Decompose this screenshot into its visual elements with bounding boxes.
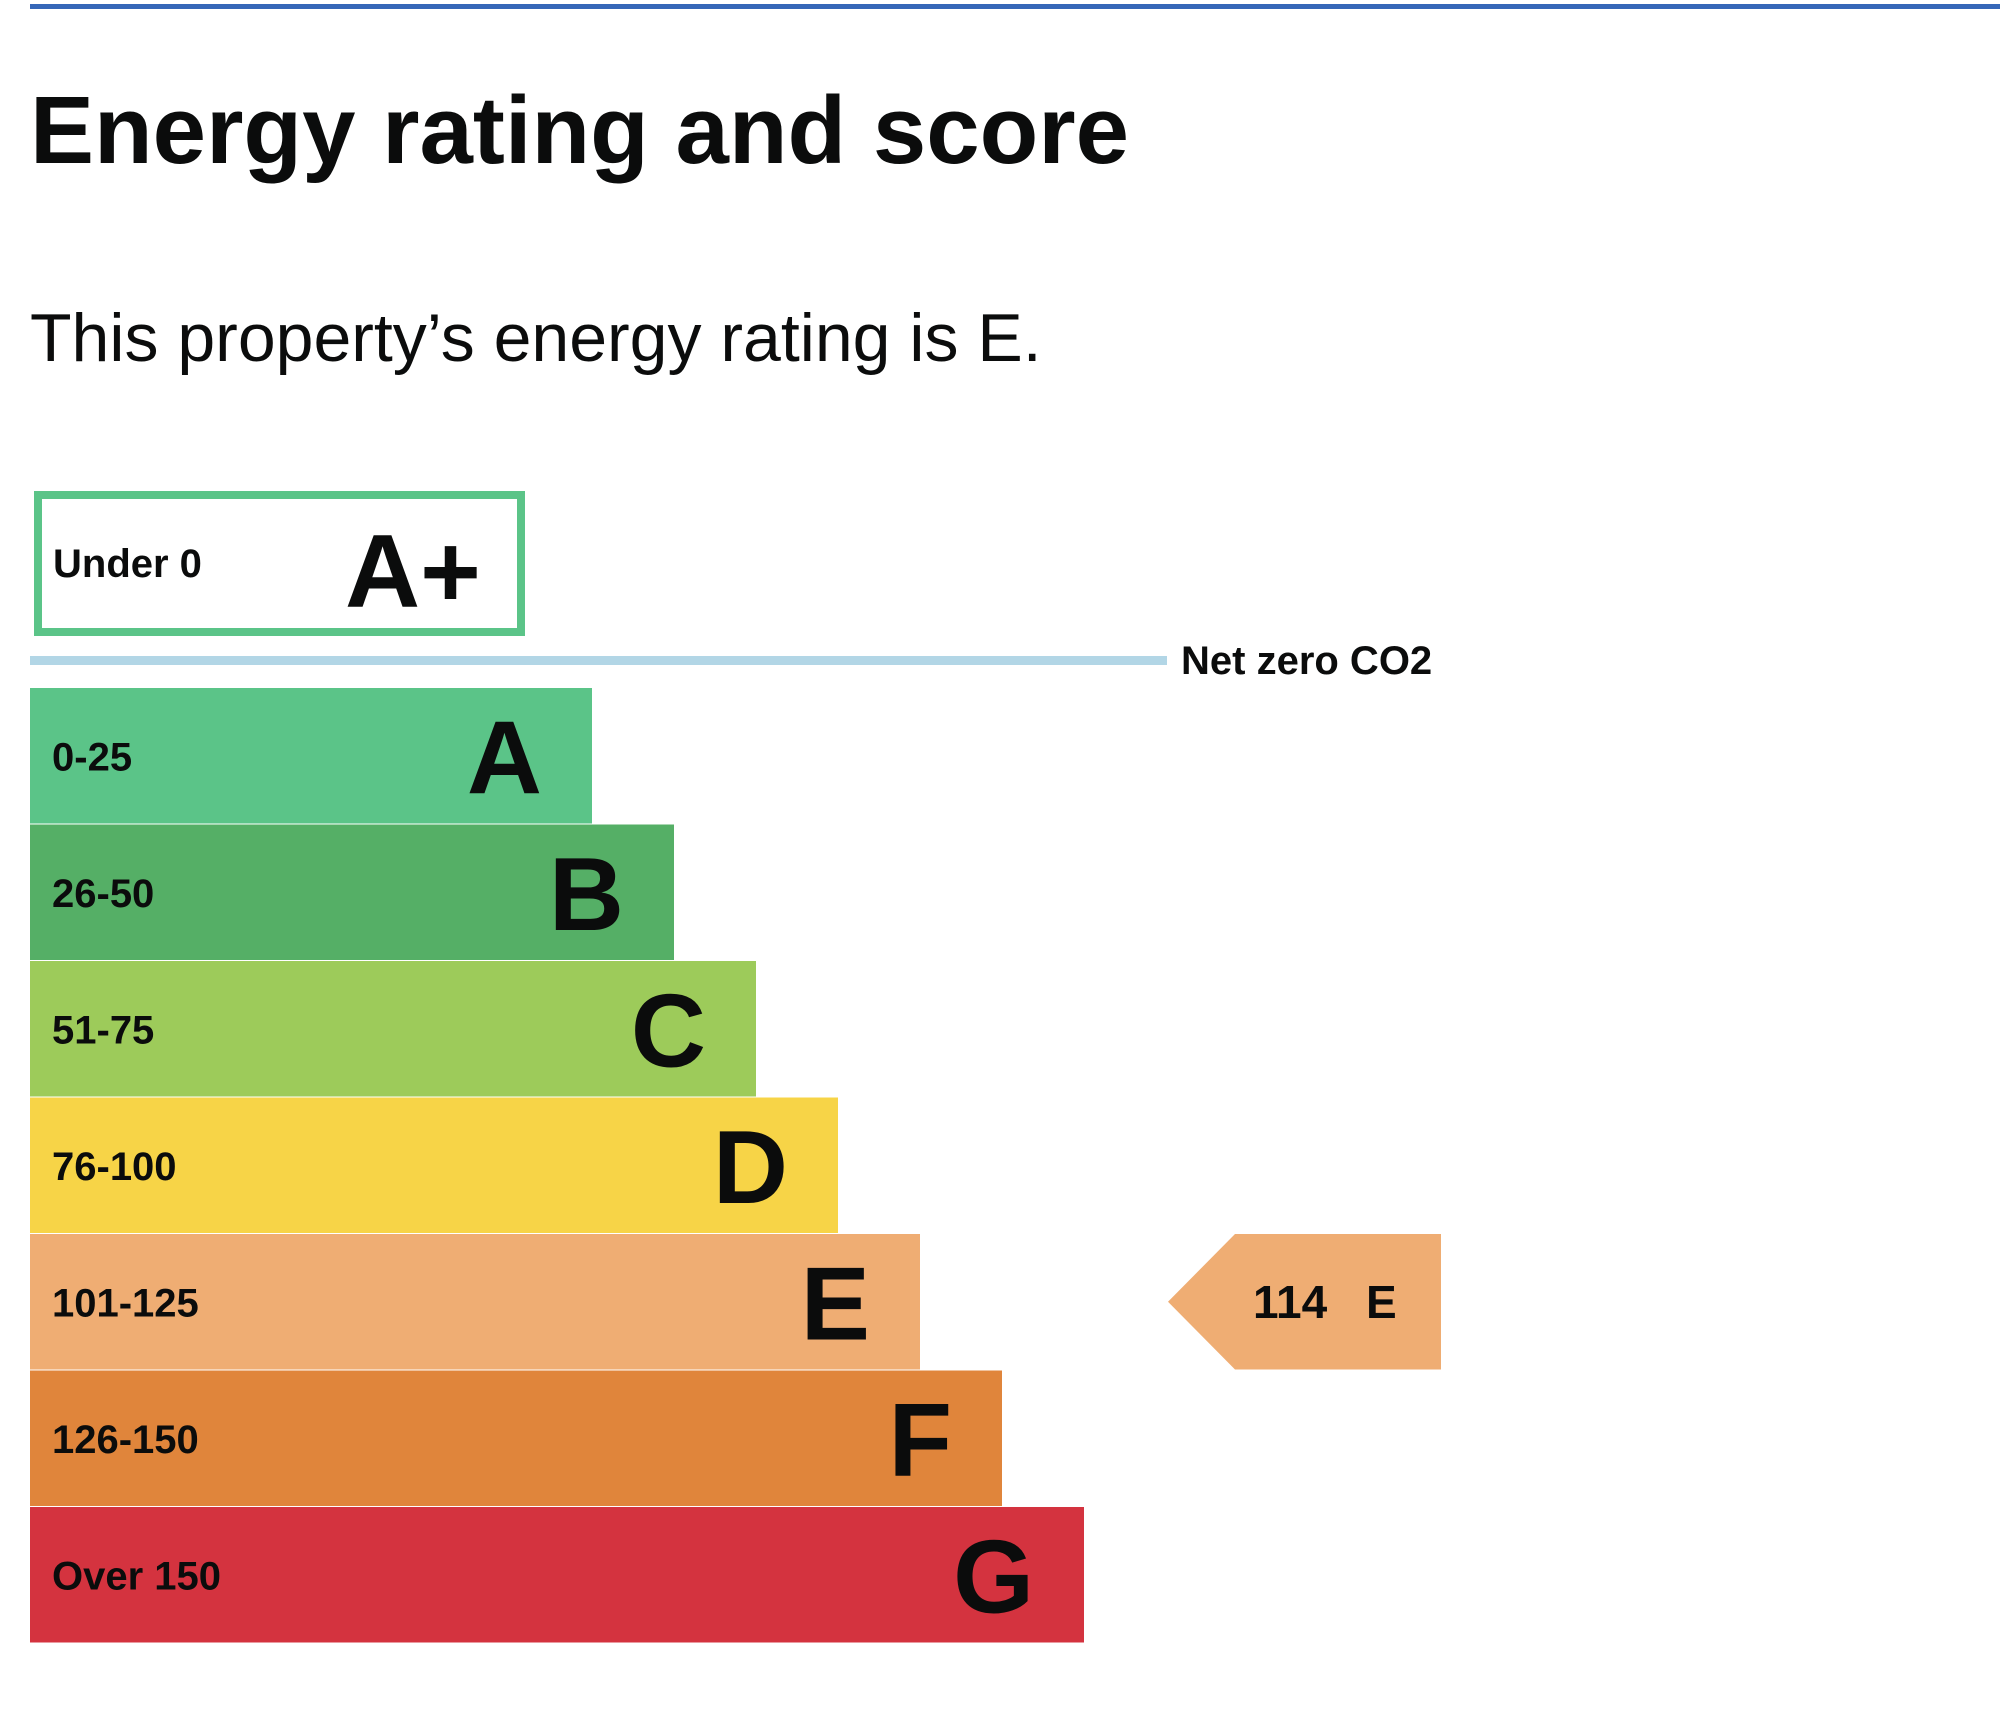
band-a-range: 0-25 [52, 735, 132, 779]
current-rating-arrow [1168, 1234, 1441, 1370]
energy-rating-chart-svg: Under 0 A+ Net zero CO2 0-25 A 26-50 B 51-75 C 76… [30, 491, 1441, 1643]
energy-rating-chart: Under 0 A+ Net zero CO2 0-25 A 26-50 B 51-75 C 76… [0, 460, 1500, 1665]
band-a-letter: A [467, 700, 542, 816]
band-b-letter: B [549, 837, 624, 953]
band-g-bar [30, 1507, 1084, 1643]
band-a-plus-outline [34, 491, 525, 636]
band-a-plus-letter: A+ [345, 514, 481, 630]
net-zero-label: Net zero CO2 [1181, 639, 1432, 683]
rating-summary: This property’s energy rating is E. [30, 300, 1042, 376]
band-c-letter: C [631, 973, 706, 1089]
band-b-range: 26-50 [52, 872, 154, 916]
band-d-range: 76-100 [52, 1145, 177, 1189]
band-d-bar [30, 1097, 838, 1233]
band-g-range: Over 150 [52, 1554, 221, 1598]
net-zero-line [30, 656, 1167, 665]
band-a-bar [30, 688, 592, 824]
current-rating-score: 114 [1253, 1276, 1328, 1328]
band-g-letter: G [953, 1519, 1034, 1635]
band-e-bar [30, 1234, 920, 1370]
band-d-letter: D [713, 1110, 788, 1226]
band-f-range: 126-150 [52, 1418, 199, 1462]
band-f-bar [30, 1370, 1002, 1506]
band-e-range: 101-125 [52, 1281, 199, 1325]
band-a-plus-range: Under 0 [53, 542, 202, 586]
page-title: Energy rating and score [30, 77, 1129, 184]
band-c-bar [30, 961, 756, 1097]
current-rating-letter: E [1366, 1276, 1397, 1328]
top-rule [30, 4, 2000, 9]
band-b-bar [30, 824, 674, 960]
band-f-letter: F [888, 1383, 952, 1499]
band-e-letter: E [801, 1246, 870, 1362]
band-c-range: 51-75 [52, 1008, 154, 1052]
